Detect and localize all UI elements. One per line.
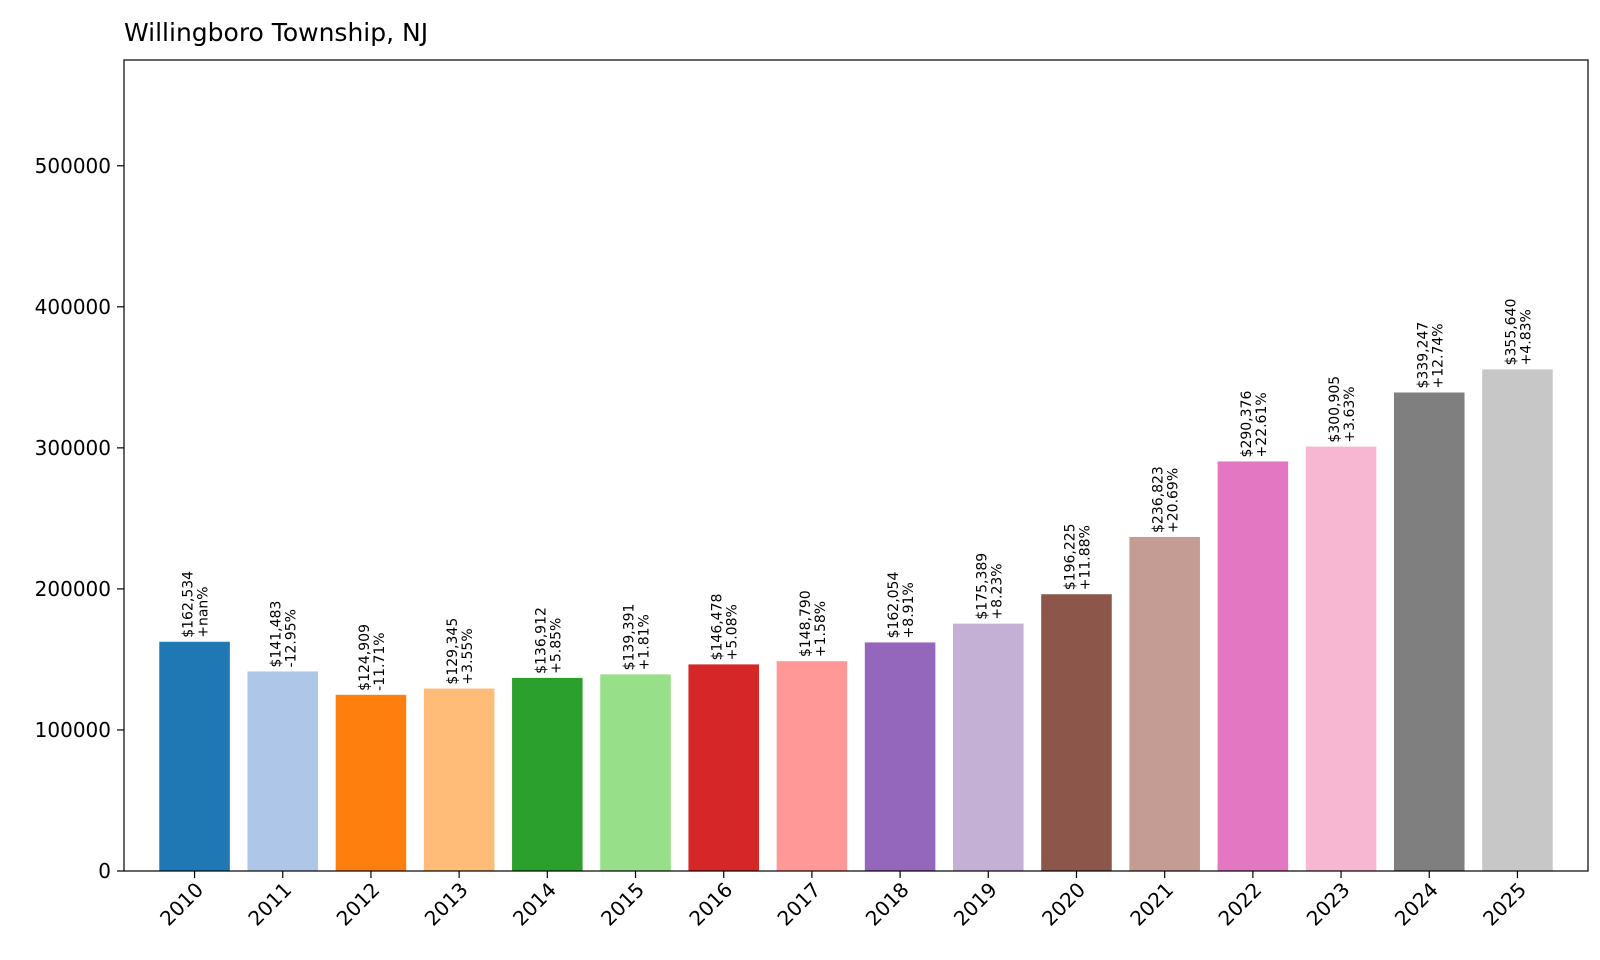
x-tick-label: 2011 — [243, 878, 296, 931]
y-tick-label: 200000 — [35, 577, 111, 601]
bar-value-label: $162,534 — [181, 571, 197, 638]
bar-value-label: $129,345 — [445, 618, 461, 685]
bar-2010 — [159, 641, 230, 871]
bar-2020 — [1041, 594, 1112, 871]
bar-value-label: $196,225 — [1062, 523, 1078, 590]
bar-2011 — [247, 671, 319, 871]
bar-2019 — [953, 623, 1024, 871]
bar-label-group: $339,247 +12.74% — [1415, 322, 1446, 389]
chart-title: Willingboro Township, NJ — [124, 18, 429, 47]
bar-value-label: $339,247 — [1415, 322, 1431, 389]
bar-label-group: $139,391 +1.81% — [622, 604, 653, 671]
bar-labels-layer: $162,534 +nan% $141,483 -12.95% $124,909 -11.… — [181, 299, 1535, 691]
bar-label-group: $355,640 +4.83% — [1503, 299, 1534, 366]
bar-value-label: $355,640 — [1503, 299, 1519, 366]
bar-label-group: $148,790 +1.58% — [798, 590, 829, 657]
bars-layer — [159, 369, 1553, 871]
x-tick-label: 2021 — [1125, 878, 1178, 931]
bar-label-group: $175,389 +8.23% — [974, 553, 1005, 620]
x-tick-label: 2015 — [596, 878, 649, 931]
y-tick-label: 100000 — [35, 718, 111, 742]
bar-label-group: $300,905 +3.63% — [1327, 376, 1358, 443]
bar-2012 — [335, 694, 407, 871]
bar-2021 — [1129, 536, 1200, 871]
bar-value-label: $290,376 — [1239, 391, 1255, 458]
y-tick-label: 0 — [98, 859, 111, 883]
bar-2015 — [600, 674, 671, 871]
bar-label-group: $141,483 -12.95% — [269, 601, 300, 668]
bar-label-group: $146,478 +5.08% — [710, 594, 741, 661]
bar-2025 — [1482, 369, 1553, 871]
bar-value-label: $141,483 — [269, 601, 285, 668]
bar-change-label: +8.91% — [901, 582, 917, 638]
bar-value-label: $175,389 — [974, 553, 990, 620]
bar-change-label: +1.81% — [637, 614, 653, 670]
bar-label-group: $196,225 +11.88% — [1062, 523, 1093, 590]
bar-value-label: $136,912 — [533, 607, 549, 674]
bar-2023 — [1305, 446, 1377, 871]
bar-change-label: +nan% — [196, 586, 212, 637]
bar-change-label: -12.95% — [284, 609, 300, 667]
bar-value-label: $124,909 — [357, 624, 373, 691]
x-tick-label: 2014 — [508, 878, 561, 931]
bar-2018 — [864, 642, 936, 871]
bar-label-group: $136,912 +5.85% — [533, 607, 564, 674]
bar-2016 — [688, 664, 759, 871]
x-tick-label: 2024 — [1390, 878, 1443, 931]
bar-change-label: +22.61% — [1254, 392, 1270, 457]
bar-change-label: +5.08% — [725, 604, 741, 660]
x-tick-label: 2025 — [1478, 878, 1531, 931]
bar-change-label: +12.74% — [1430, 323, 1446, 388]
bar-2022 — [1217, 461, 1289, 871]
bar-2013 — [423, 688, 495, 871]
bar-change-label: +8.23% — [989, 563, 1005, 619]
bar-value-label: $236,823 — [1151, 466, 1167, 533]
x-tick-label: 2018 — [861, 878, 914, 931]
bar-label-group: $236,823 +20.69% — [1151, 466, 1182, 533]
x-tick-label: 2016 — [684, 878, 737, 931]
plot-frame — [123, 59, 1589, 872]
bar-change-label: -11.71% — [372, 632, 388, 690]
bar-value-label: $162,054 — [886, 572, 902, 639]
x-tick-label: 2017 — [772, 878, 825, 931]
bar-change-label: +4.83% — [1518, 309, 1534, 365]
bar-change-label: +5.85% — [548, 618, 564, 674]
x-tick-label: 2010 — [155, 878, 208, 931]
y-tick-label: 500000 — [35, 154, 111, 178]
bar-change-label: +11.88% — [1077, 525, 1093, 590]
bar-2024 — [1393, 392, 1465, 871]
bar-label-group: $290,376 +22.61% — [1239, 391, 1270, 458]
bar-label-group: $162,534 +nan% — [181, 571, 212, 638]
x-tick-label: 2022 — [1213, 878, 1266, 931]
bar-change-label: +1.58% — [813, 601, 829, 657]
bar-change-label: +20.69% — [1166, 468, 1182, 533]
bar-label-group: $129,345 +3.55% — [445, 618, 476, 685]
y-tick-label: 400000 — [35, 295, 111, 319]
bar-label-group: $162,054 +8.91% — [886, 572, 917, 639]
bar-2017 — [776, 661, 848, 871]
bar-change-label: +3.63% — [1342, 386, 1358, 442]
bar-value-label: $146,478 — [710, 594, 726, 661]
x-tick-label: 2019 — [949, 878, 1002, 931]
bar-2014 — [512, 677, 583, 871]
bar-value-label: $139,391 — [622, 604, 638, 671]
x-tick-label: 2013 — [420, 878, 473, 931]
bar-change-label: +3.55% — [460, 628, 476, 684]
x-tick-label: 2012 — [332, 878, 385, 931]
x-tick-label: 2020 — [1037, 878, 1090, 931]
x-tick-label: 2023 — [1302, 878, 1355, 931]
bar-value-label: $148,790 — [798, 590, 814, 657]
bar-value-label: $300,905 — [1327, 376, 1343, 443]
y-tick-label: 300000 — [35, 436, 111, 460]
bar-label-group: $124,909 -11.71% — [357, 624, 388, 691]
